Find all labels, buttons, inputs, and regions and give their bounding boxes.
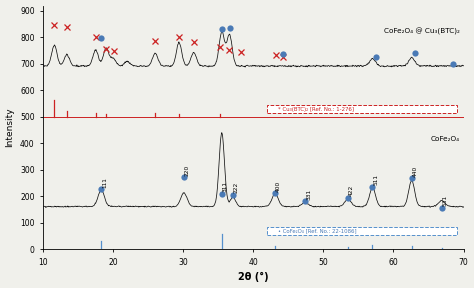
Text: * Cu₃(BTC)₂ [Ref. No.: 1-276]: * Cu₃(BTC)₂ [Ref. No.: 1-276] [278, 107, 354, 111]
FancyBboxPatch shape [267, 227, 456, 235]
FancyBboxPatch shape [267, 105, 456, 113]
Text: • CoFe₂O₄ [Ref. No.: 22-1086]: • CoFe₂O₄ [Ref. No.: 22-1086] [278, 228, 356, 233]
Text: 531: 531 [443, 195, 448, 206]
Text: CoFe₂O₄: CoFe₂O₄ [431, 137, 460, 143]
Text: 111: 111 [102, 177, 107, 188]
Text: 422: 422 [349, 185, 354, 196]
Text: 440: 440 [413, 166, 418, 177]
X-axis label: 2θ (°): 2θ (°) [238, 272, 269, 283]
Text: CoFe₂O₄ @ Cu₃(BTC)₂: CoFe₂O₄ @ Cu₃(BTC)₂ [384, 28, 460, 35]
Text: 311: 311 [223, 181, 228, 192]
Text: 331: 331 [306, 189, 311, 200]
Text: 400: 400 [276, 180, 281, 192]
Text: 222: 222 [234, 182, 239, 193]
Y-axis label: Intensity: Intensity [6, 108, 15, 147]
Text: 511: 511 [374, 174, 378, 185]
Text: 220: 220 [185, 164, 190, 176]
